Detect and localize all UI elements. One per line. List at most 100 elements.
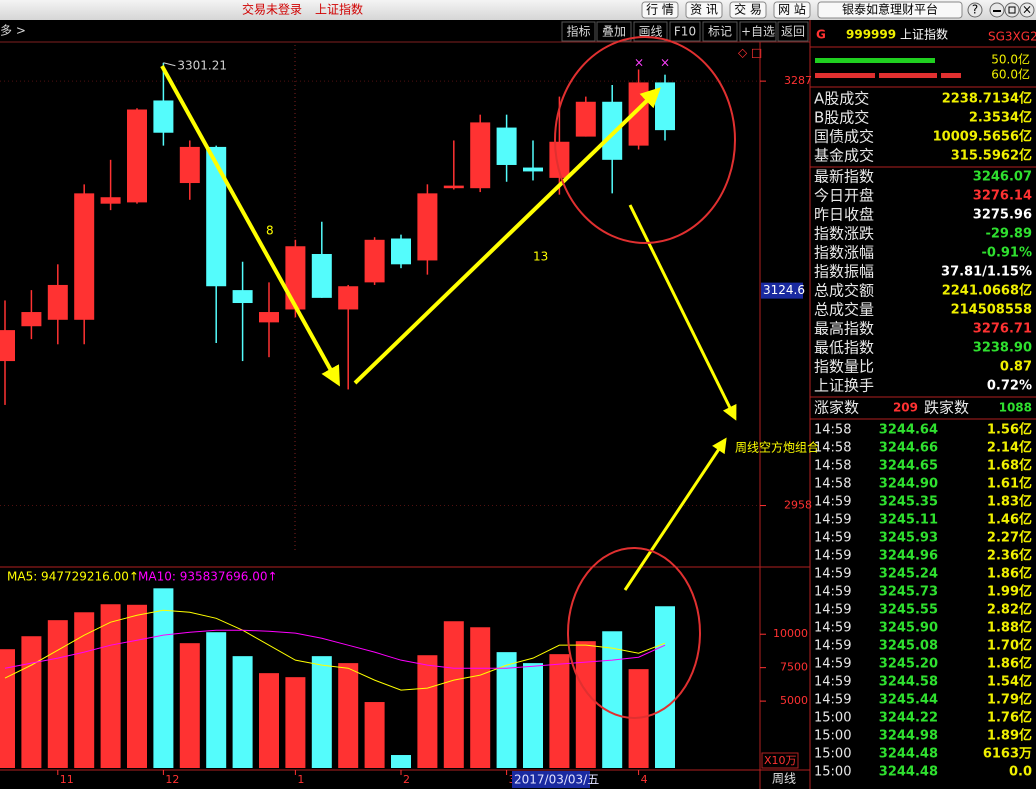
- tool-button[interactable]: [561, 21, 596, 42]
- stock-code: 999999: [846, 28, 896, 42]
- candle-body: [391, 238, 411, 265]
- menu-buttons: 行 情 资 讯 交 易 网 站 银泰如意理财平台: [641, 1, 963, 19]
- highlight-ellipse: [567, 547, 701, 719]
- tick-volume: 2.27亿: [987, 530, 1032, 546]
- volume-bar: [417, 655, 438, 768]
- volume-bar: [127, 604, 147, 768]
- tick-volume: 0.0: [1009, 765, 1032, 780]
- tool-button[interactable]: [669, 21, 701, 42]
- candle-body: [417, 193, 438, 261]
- y-tick-label: 10000: [773, 627, 808, 640]
- candle-body: [602, 101, 623, 160]
- volume-bar: [470, 627, 491, 768]
- back-link[interactable]: 多 >: [0, 24, 26, 38]
- tool-button[interactable]: [777, 21, 809, 42]
- stat-value: 315.5962亿: [951, 148, 1032, 164]
- sell-bar: [879, 73, 937, 78]
- crosshair-value: 3124.6: [763, 283, 805, 297]
- stat-label: 昨日收盘: [814, 206, 874, 224]
- tick-time: 14:59: [814, 585, 851, 600]
- tick-volume: 1.86亿: [987, 656, 1032, 672]
- tick-volume: 1.88亿: [987, 620, 1032, 636]
- menu-button-label: 网 站: [778, 3, 806, 17]
- tick-price: 3244.90: [879, 477, 938, 492]
- tool-button-label: +自选: [741, 25, 775, 39]
- minimize-icon: [993, 10, 1001, 12]
- tick-price: 3245.20: [879, 657, 938, 672]
- candle-body: [575, 101, 596, 137]
- tool-button-label: 标记: [708, 25, 732, 39]
- volume-bar: [0, 649, 15, 768]
- menu-button[interactable]: [773, 1, 811, 19]
- menu-button-label: 资 讯: [690, 3, 718, 17]
- tool-button-label: F10: [674, 25, 696, 39]
- y-tick-label: 7500: [780, 661, 808, 674]
- menu-button[interactable]: [685, 1, 723, 19]
- tick-price: 3244.64: [879, 423, 938, 438]
- stat-value: 3238.90: [973, 341, 1032, 356]
- tool-button[interactable]: [702, 21, 738, 42]
- volume-bar: [259, 673, 279, 768]
- crosshair-box: [761, 282, 803, 299]
- unit-box: [761, 752, 799, 769]
- x-tick-label: 1: [297, 773, 304, 786]
- tick-price: 3245.08: [879, 639, 938, 654]
- tick-price: 3244.66: [879, 441, 938, 456]
- volume-bar: [100, 604, 121, 768]
- volume-bar: [47, 620, 68, 768]
- volume-bar: [443, 621, 464, 768]
- tick-volume: 1.79亿: [987, 692, 1032, 708]
- menu-button[interactable]: [641, 1, 679, 19]
- tick-volume: 1.54亿: [987, 674, 1032, 690]
- stat-label: 指数涨幅: [814, 244, 874, 262]
- login-status[interactable]: 交易未登录: [242, 2, 302, 17]
- stock-tag: SG3XG2: [988, 30, 1036, 44]
- stat-value: 3276.14: [973, 189, 1032, 204]
- candle-body: [74, 193, 95, 320]
- stat-value: 3275.96: [973, 208, 1032, 223]
- stat-value: 2238.7134亿: [942, 91, 1032, 107]
- candle-body: [0, 330, 15, 362]
- volume-chart: 10000 7500 5000: [0, 588, 808, 768]
- tick-volume: 1.86亿: [987, 566, 1032, 582]
- close-icon: ×: [1022, 3, 1032, 17]
- y-tick-label: 5000: [780, 694, 808, 707]
- stat-label: 最新指数: [814, 168, 874, 186]
- tick-time: 14:59: [814, 549, 851, 564]
- period-label[interactable]: 周线: [772, 772, 796, 786]
- stat-label: 最高指数: [814, 320, 874, 338]
- ma5-label: MA5: 947729216.00↑: [7, 570, 139, 584]
- stat-label: 总成交量: [814, 301, 874, 319]
- ma10-label: MA10: 935837696.00↑: [138, 570, 278, 584]
- stat-value: 3276.71: [973, 322, 1032, 337]
- buy-bar: [815, 58, 935, 63]
- menu-button[interactable]: [729, 1, 767, 19]
- maximize-button[interactable]: [1004, 2, 1020, 18]
- tick-time: 14:58: [814, 459, 851, 474]
- menu-button[interactable]: [817, 1, 963, 19]
- volume-bar: [179, 643, 200, 768]
- signal-mark: ×: [634, 56, 644, 70]
- pointer-arrow: [628, 204, 737, 421]
- close-button[interactable]: [1019, 2, 1035, 18]
- window-title: 上证指数: [315, 2, 363, 17]
- volume-bar: [575, 641, 596, 768]
- volume-unit: X10万: [764, 754, 797, 767]
- down-arrow: [160, 65, 340, 387]
- candle-body: [259, 312, 279, 323]
- tool-button[interactable]: [596, 21, 632, 42]
- tick-time: 14:58: [814, 477, 851, 492]
- stat-value: 214508558: [951, 303, 1032, 318]
- tick-time: 14:59: [814, 657, 851, 672]
- tick-price: 3244.22: [879, 711, 938, 726]
- crosshair-date: 2017/03/03/五: [514, 773, 599, 787]
- help-button[interactable]: [967, 2, 983, 18]
- stat-label: B股成交: [814, 109, 869, 127]
- tool-button[interactable]: [739, 21, 777, 42]
- tick-time: 15:00: [814, 729, 851, 744]
- volume-bar: [21, 636, 42, 768]
- pane-icons[interactable]: ◇ □: [738, 46, 762, 60]
- volume-bar: [311, 656, 332, 768]
- volume-bar: [496, 652, 517, 768]
- tick-volume: 1.70亿: [987, 638, 1032, 654]
